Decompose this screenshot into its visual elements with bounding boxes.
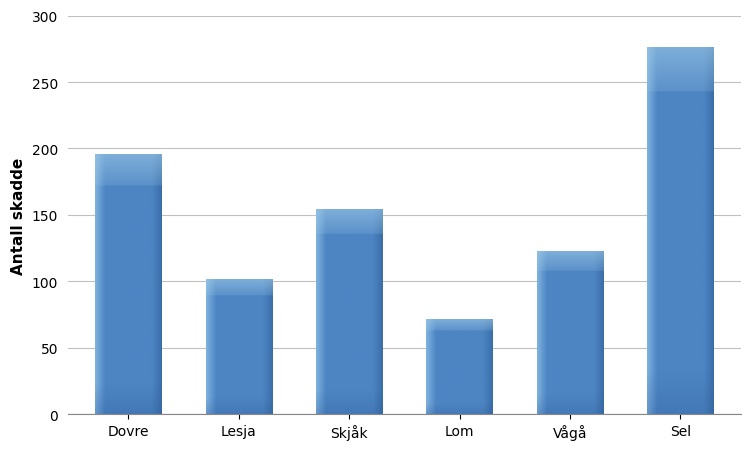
Y-axis label: Antall skadde: Antall skadde bbox=[11, 157, 26, 274]
